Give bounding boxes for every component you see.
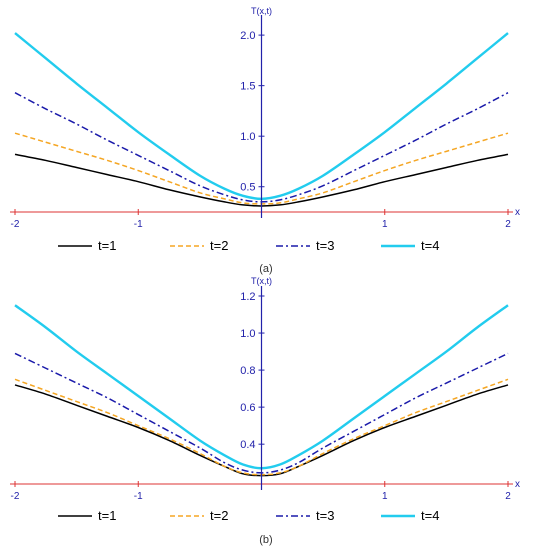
y-tick-label: 1.5 xyxy=(240,81,255,93)
y-tick-label: 1.0 xyxy=(240,131,255,143)
x-tick-label: 1 xyxy=(382,491,388,502)
legend: t=1 t=2 t=3 t=4 xyxy=(58,238,439,253)
legend-label: t=4 xyxy=(421,238,439,253)
legend-label: t=1 xyxy=(98,238,116,253)
y-tick-label: 1.2 xyxy=(240,291,255,303)
legend-label: t=3 xyxy=(316,238,334,253)
x-axis-label: x xyxy=(515,479,520,490)
chart-panel-b: -2 -1 1 2x 0.4 0.6 0.8 1.0 1.2 T(x,t) t=1 t=2 t=3 t=4… xyxy=(10,276,520,546)
y-tick-label: 0.8 xyxy=(240,365,255,377)
x-axis-label: x xyxy=(515,207,520,218)
y-axis-label: T(x,t) xyxy=(251,276,272,286)
panel-label: (b) xyxy=(259,534,272,546)
legend-label: t=2 xyxy=(210,508,228,523)
y-tick-label: 1.0 xyxy=(240,328,255,340)
x-tick-label: 2 xyxy=(505,219,511,230)
x-tick-label: -2 xyxy=(11,491,20,502)
y-tick-label: 0.4 xyxy=(240,439,255,451)
y-tick-label: 2.0 xyxy=(240,30,255,42)
x-tick-label: 1 xyxy=(382,219,388,230)
y-tick-label: 0.5 xyxy=(240,182,255,194)
chart-panel-a: -2 -1 1 2x 0.5 1.0 1.5 2.0 T(x,t) t=1 t=2 t=3 t=4 (a) xyxy=(10,6,520,275)
x-tick-label: -1 xyxy=(134,219,143,230)
legend-label: t=2 xyxy=(210,238,228,253)
y-axis-label: T(x,t) xyxy=(251,6,272,16)
legend-label: t=4 xyxy=(421,508,439,523)
panel-label: (a) xyxy=(259,263,272,275)
x-tick-label: -2 xyxy=(11,219,20,230)
y-tick-label: 0.6 xyxy=(240,402,255,414)
x-tick-label: -1 xyxy=(134,491,143,502)
legend: t=1 t=2 t=3 t=4 xyxy=(58,508,439,523)
x-tick-label: 2 xyxy=(505,491,511,502)
legend-label: t=3 xyxy=(316,508,334,523)
legend-label: t=1 xyxy=(98,508,116,523)
